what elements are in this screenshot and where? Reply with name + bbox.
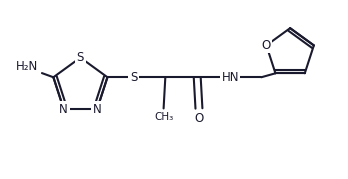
Text: CH₃: CH₃ — [154, 112, 173, 122]
Text: O: O — [194, 112, 204, 125]
Text: S: S — [77, 51, 84, 64]
Text: HN: HN — [221, 71, 239, 84]
Text: O: O — [262, 39, 271, 52]
Text: N: N — [59, 103, 68, 115]
Text: H₂N: H₂N — [16, 60, 39, 73]
Text: S: S — [130, 71, 137, 84]
Text: N: N — [93, 103, 102, 115]
